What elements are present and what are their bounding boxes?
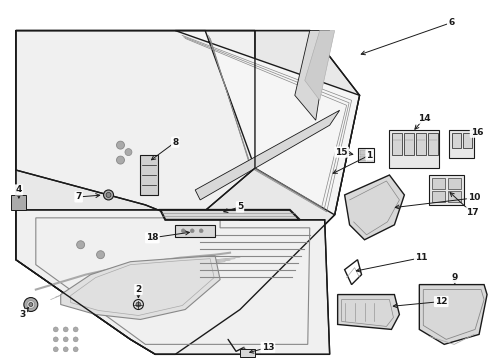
Text: 2: 2 [135,285,142,294]
Polygon shape [432,191,445,202]
Circle shape [103,190,114,200]
Polygon shape [16,31,360,354]
Polygon shape [358,148,374,162]
Polygon shape [452,133,461,148]
Text: 1: 1 [367,150,372,159]
Polygon shape [428,133,438,155]
Polygon shape [141,155,158,195]
Text: 6: 6 [448,18,454,27]
Polygon shape [61,256,220,319]
Polygon shape [360,156,366,161]
Circle shape [125,149,132,156]
Polygon shape [367,150,372,155]
Polygon shape [392,133,402,155]
Text: 7: 7 [75,193,82,202]
Circle shape [73,347,78,352]
Circle shape [24,298,38,311]
Text: 15: 15 [335,148,348,157]
Polygon shape [449,130,474,158]
Circle shape [53,347,58,352]
Polygon shape [16,31,255,215]
Text: 14: 14 [418,114,431,123]
Text: 4: 4 [16,185,22,194]
Text: 13: 13 [262,343,274,352]
Circle shape [97,251,104,259]
Polygon shape [160,210,300,220]
Text: 18: 18 [146,233,159,242]
Text: 17: 17 [466,208,478,217]
Circle shape [53,327,58,332]
Text: 12: 12 [435,297,447,306]
Polygon shape [432,178,445,189]
Polygon shape [195,110,340,200]
Text: 11: 11 [415,253,428,262]
Polygon shape [448,178,461,189]
Polygon shape [416,133,426,155]
Polygon shape [175,225,215,237]
Polygon shape [175,31,360,215]
Polygon shape [295,31,330,120]
Polygon shape [448,191,461,202]
Circle shape [117,156,124,164]
Polygon shape [390,130,439,168]
Circle shape [117,141,124,149]
Circle shape [29,302,33,306]
Polygon shape [463,133,472,148]
Polygon shape [344,175,404,240]
Circle shape [73,337,78,342]
Polygon shape [429,175,464,205]
Circle shape [190,229,194,233]
Polygon shape [419,285,487,345]
Text: 3: 3 [20,310,26,319]
Circle shape [199,229,203,233]
Polygon shape [367,156,372,161]
Circle shape [63,337,68,342]
Circle shape [73,327,78,332]
Polygon shape [11,195,26,210]
Circle shape [136,302,141,307]
Polygon shape [338,294,399,329]
Text: 9: 9 [451,273,457,282]
Circle shape [63,327,68,332]
Text: 5: 5 [237,202,243,211]
Polygon shape [360,150,366,155]
Polygon shape [16,210,330,354]
Text: 16: 16 [471,128,483,137]
Polygon shape [305,31,335,100]
Text: 10: 10 [468,193,480,202]
Polygon shape [240,349,255,357]
Polygon shape [404,133,415,155]
Circle shape [76,241,85,249]
Circle shape [27,301,35,309]
Circle shape [181,229,185,233]
Circle shape [106,193,111,197]
Text: 8: 8 [172,138,178,147]
Circle shape [63,347,68,352]
Circle shape [53,337,58,342]
